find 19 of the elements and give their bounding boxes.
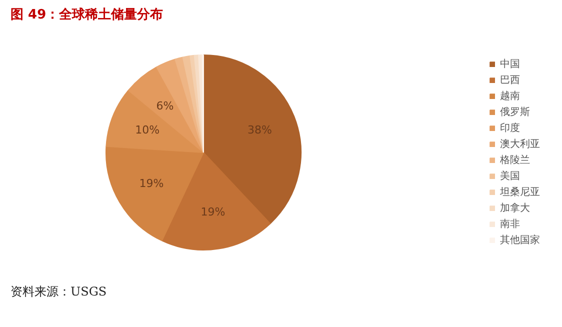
legend-label: 加拿大 xyxy=(500,202,530,215)
legend-label: 俄罗斯 xyxy=(500,106,530,119)
legend-label: 美国 xyxy=(500,170,520,183)
legend-label: 格陵兰 xyxy=(500,154,530,167)
data-label: 19% xyxy=(139,176,164,190)
legend-label: 澳大利亚 xyxy=(500,138,540,151)
data-label: 19% xyxy=(200,206,226,219)
legend-label: 越南 xyxy=(500,90,520,103)
legend-label: 坦桑尼亚 xyxy=(500,186,540,199)
legend-label: 印度 xyxy=(500,122,520,135)
data-label: 6% xyxy=(156,99,174,112)
legend-label: 巴西 xyxy=(500,74,520,87)
data-label: 10% xyxy=(135,124,160,137)
text: 资料来源：USGS xyxy=(10,284,107,298)
legend-label: 中国 xyxy=(500,58,520,71)
chart-title: 图 49：全球稀土储量分布 xyxy=(10,6,164,22)
data-label: 38% xyxy=(247,124,272,137)
legend-label: 其他国家 xyxy=(500,234,540,247)
legend-label: 南非 xyxy=(500,218,520,231)
